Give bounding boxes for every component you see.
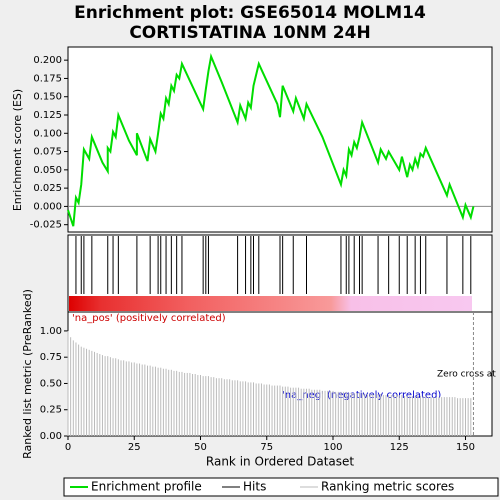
legend-label: Hits <box>243 480 266 494</box>
legend-label: Ranking metric scores <box>321 480 454 494</box>
y2-axis-label: Ranked list metric (PreRanked) <box>21 289 34 459</box>
x-tick-label: 75 <box>260 442 273 453</box>
x-tick-label: 50 <box>194 442 207 453</box>
zero-cross-label: Zero cross at <box>437 370 496 380</box>
x-tick-label: 25 <box>128 442 141 453</box>
y2-tick-label: 1.00 <box>40 326 62 337</box>
y-tick-label: 0.175 <box>33 73 62 84</box>
y-tick-label: 0.000 <box>33 201 62 212</box>
es-line <box>67 52 475 227</box>
y-tick-label: 0.125 <box>33 110 62 121</box>
y-axis-label: Enrichment score (ES) <box>11 89 24 211</box>
x-tick-label: 125 <box>390 442 409 453</box>
legend <box>63 477 499 497</box>
y2-tick-label: 0.00 <box>40 431 62 442</box>
y-tick-label: 0.100 <box>33 128 62 139</box>
y-tick-label: 0.150 <box>33 92 62 103</box>
y-tick-label: 0.025 <box>33 183 62 194</box>
y2-tick-label: 0.25 <box>40 405 62 416</box>
chart-title: Enrichment plot: GSE65014 MOLM14 <box>74 3 426 23</box>
y-tick-label: -0.025 <box>30 220 62 231</box>
x-tick-label: 150 <box>456 442 475 453</box>
x-axis-label: Rank in Ordered Dataset <box>206 455 354 469</box>
chart-subtitle: CORTISTATINA 10NM 24H <box>129 23 370 43</box>
es-panel <box>67 46 493 233</box>
color-bar <box>69 296 472 311</box>
pos-label: 'na_pos' (positively correlated) <box>72 313 226 324</box>
legend-label: Enrichment profile <box>91 480 202 494</box>
y2-tick-label: 0.50 <box>40 378 62 389</box>
y-tick-label: 0.200 <box>33 55 62 66</box>
x-tick-label: 100 <box>323 442 342 453</box>
x-tick-label: 0 <box>65 442 71 453</box>
y2-tick-label: 0.75 <box>40 352 62 363</box>
y-tick-label: 0.050 <box>33 165 62 176</box>
y-tick-label: 0.075 <box>33 147 62 158</box>
